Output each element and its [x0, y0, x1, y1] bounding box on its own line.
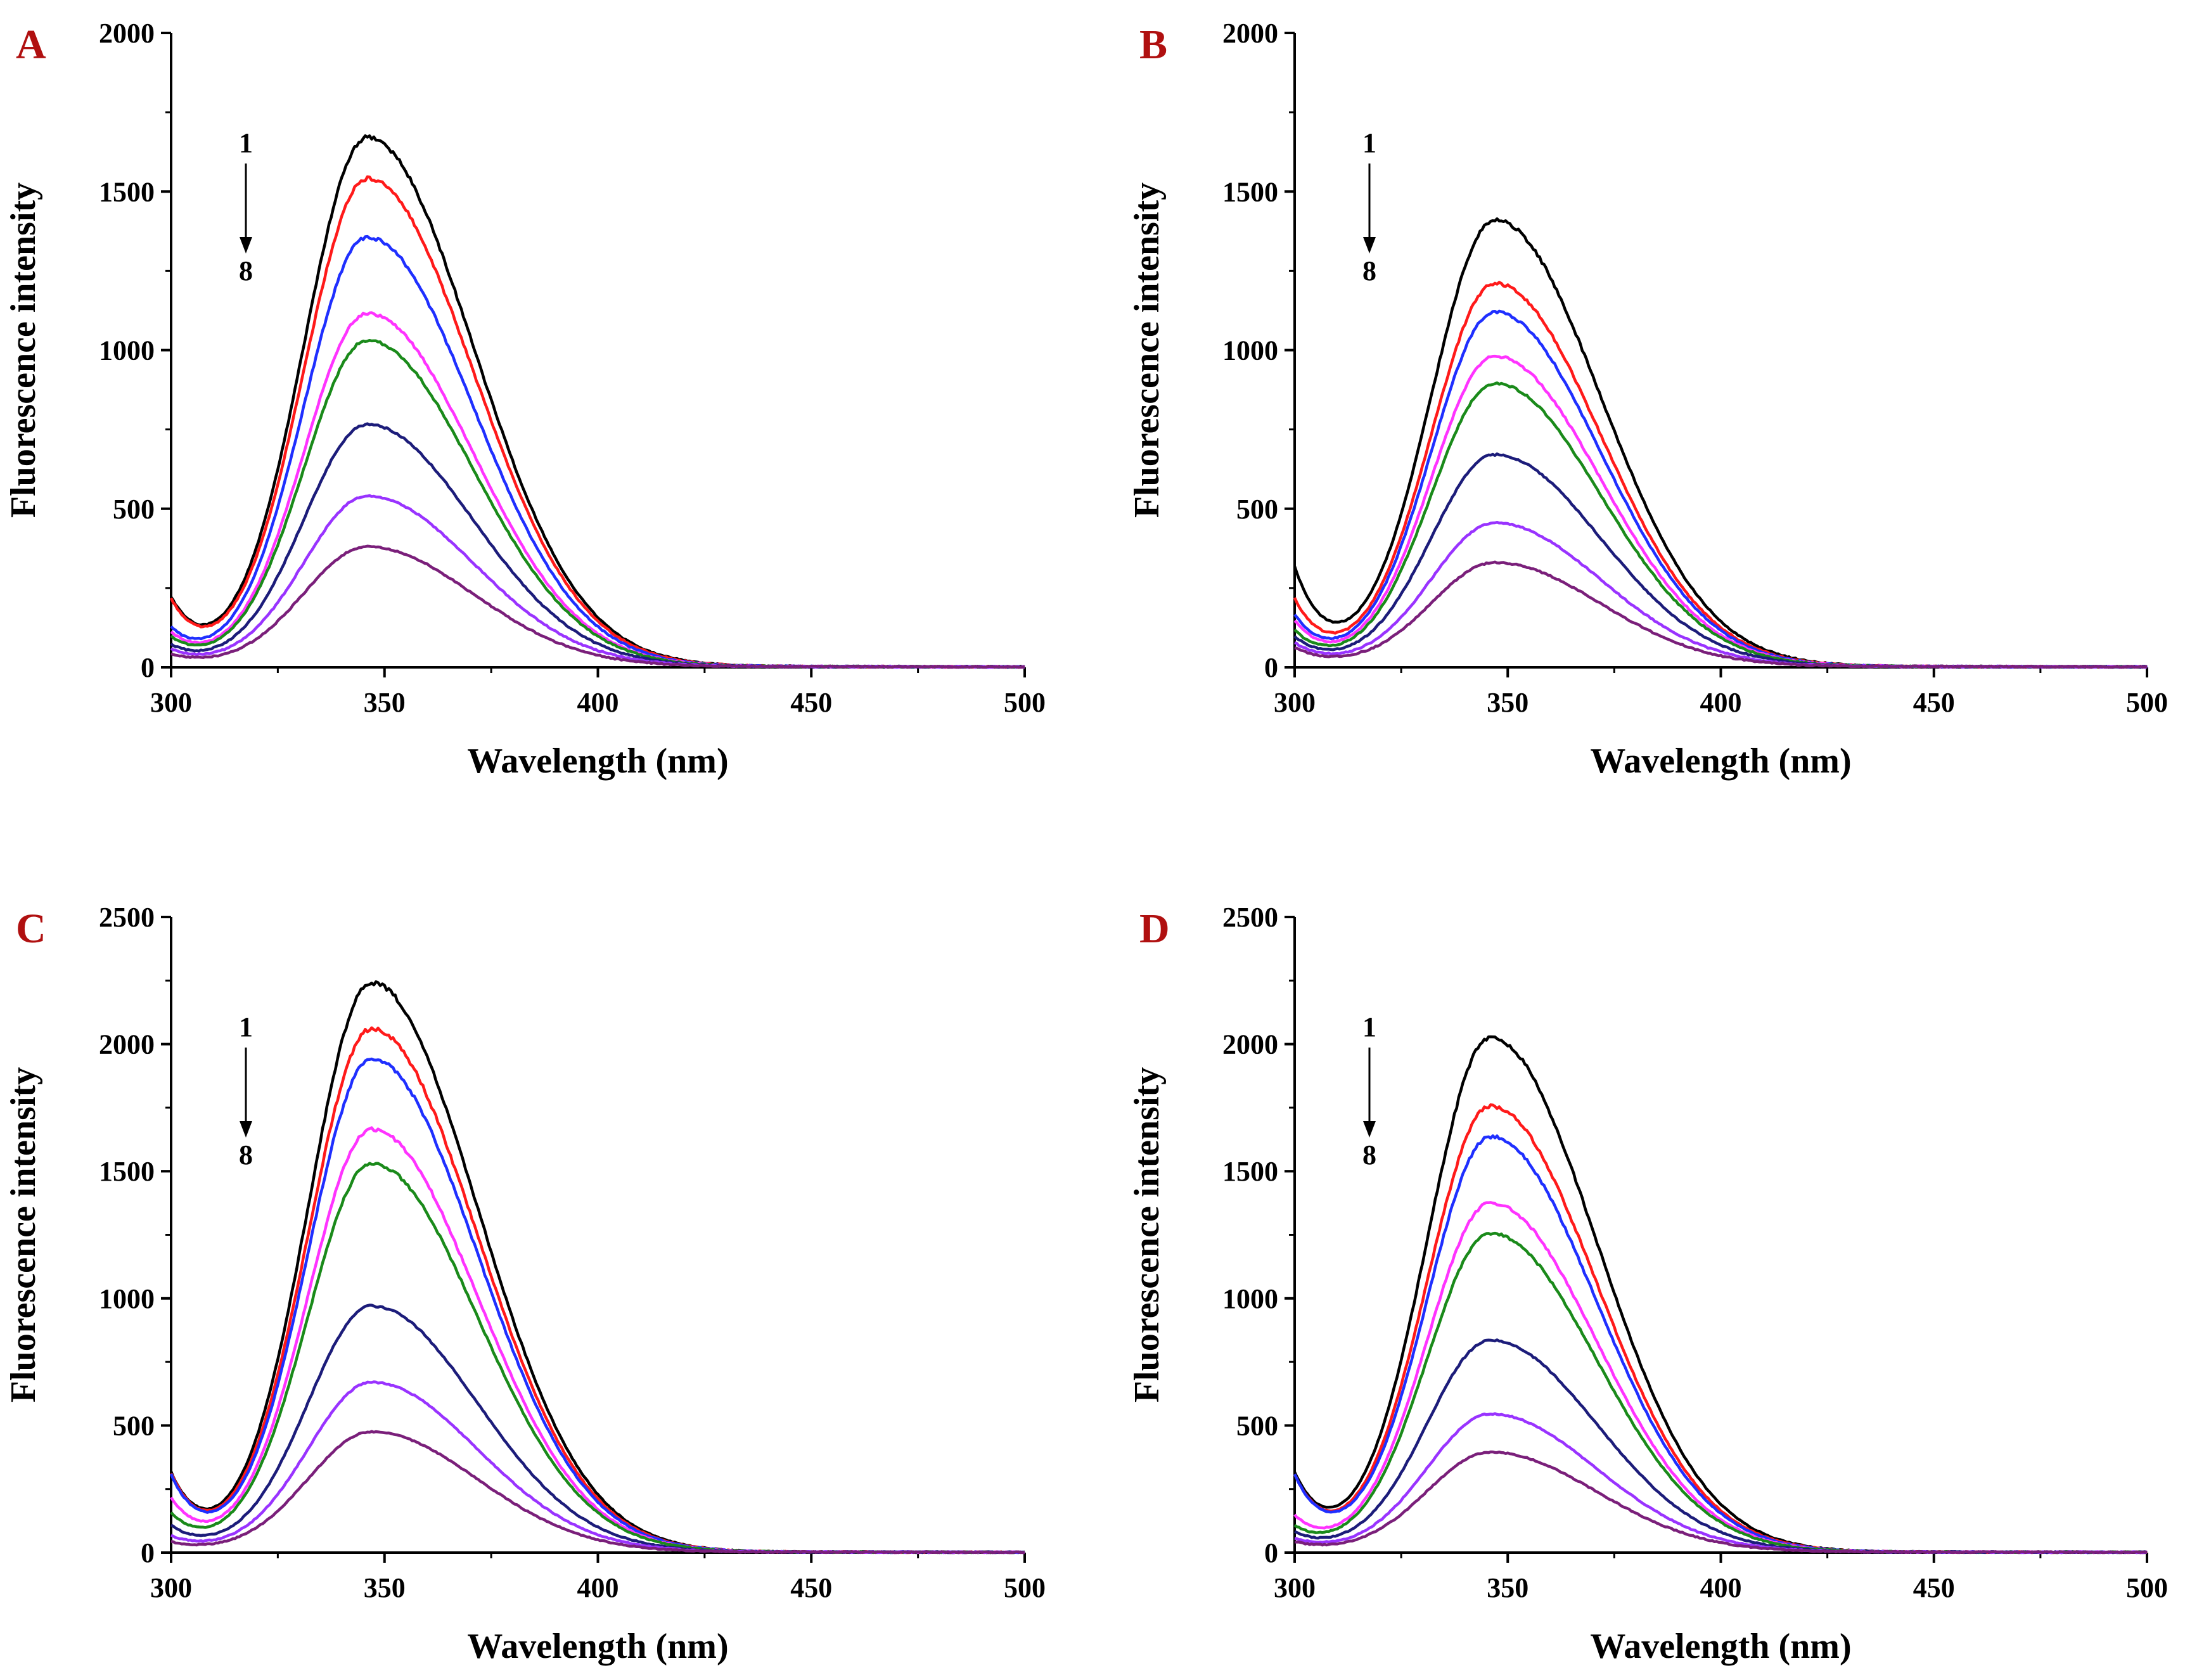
panel-letter: A	[16, 22, 46, 68]
y-tick-label: 1500	[1222, 1156, 1278, 1187]
y-axis-label: Fluorescence intensity	[1127, 183, 1167, 518]
arrow-start-label: 1	[1362, 1011, 1376, 1042]
x-tick-label: 450	[1913, 1572, 1955, 1603]
panel-a: 300 350 400 450 500 0 500 1000 1500 2000 Wavelengt…	[4, 18, 1046, 781]
x-tick-label: 350	[1487, 1572, 1528, 1603]
x-tick-label: 450	[790, 687, 832, 718]
series-line-1	[169, 980, 1025, 1555]
y-tick-label: 1500	[99, 176, 155, 207]
y-axis-label: Fluorescence intensity	[1127, 1067, 1167, 1402]
x-tick-label: 500	[2126, 1572, 2168, 1603]
y-tick-label: 500	[113, 1410, 155, 1441]
y-tick-label: 1000	[99, 1283, 155, 1314]
series-line-2	[1293, 281, 2148, 669]
y-tick-label: 2500	[1222, 902, 1278, 933]
y-tick-label: 1000	[99, 335, 155, 366]
x-tick-label: 450	[790, 1572, 832, 1603]
arrow-start-label: 1	[239, 127, 253, 158]
y-tick-label: 1500	[1222, 176, 1278, 207]
series-line-3	[1293, 1134, 2148, 1555]
series-line-2	[1293, 1103, 2148, 1555]
series-line-8	[170, 544, 1025, 669]
series-line-8	[1294, 1450, 2148, 1555]
x-tick-label: 400	[577, 1572, 619, 1603]
series-line-1	[1293, 217, 2147, 669]
y-tick-label: 0	[141, 1537, 155, 1568]
y-tick-label: 0	[141, 652, 155, 683]
y-tick-label: 500	[1236, 1410, 1278, 1441]
y-tick-label: 2000	[1222, 1029, 1278, 1060]
x-axis-label: Wavelength (nm)	[467, 741, 728, 781]
x-tick-label: 350	[364, 687, 406, 718]
x-tick-label: 350	[364, 1572, 406, 1603]
y-axis-label: Fluorescence intensity	[4, 1067, 43, 1402]
arrow-head	[1363, 1121, 1376, 1138]
y-tick-label: 0	[1264, 1537, 1278, 1568]
x-tick-label: 350	[1487, 687, 1528, 718]
series-line-1	[170, 134, 1025, 669]
arrow-head	[240, 237, 252, 253]
series-line-6	[170, 1304, 1025, 1555]
series-line-7	[170, 494, 1025, 669]
x-axis-label: Wavelength (nm)	[1590, 1627, 1851, 1666]
arrow-end-label: 8	[1362, 1139, 1376, 1170]
panel-b: 300 350 400 450 500 0 500 1000 1500 2000 Wavelengt…	[1127, 18, 2168, 781]
series-line-3	[169, 1057, 1025, 1555]
arrow-start-label: 1	[239, 1011, 253, 1042]
panel-d: 300 350 400 450 500 0 500 1000 1500 2000 2500 Wavel…	[1127, 902, 2168, 1666]
y-tick-label: 1000	[1222, 1283, 1278, 1314]
arrow-head	[1363, 237, 1376, 253]
x-tick-label: 400	[1700, 687, 1742, 718]
arrow-end-label: 8	[239, 1139, 253, 1170]
y-tick-label: 500	[113, 494, 155, 525]
arrow-end-label: 8	[1362, 255, 1376, 286]
panel-letter: C	[16, 906, 46, 952]
y-tick-label: 0	[1264, 652, 1278, 683]
series-line-8	[170, 1430, 1025, 1555]
x-tick-label: 400	[577, 687, 619, 718]
x-tick-label: 300	[150, 1572, 192, 1603]
arrow-head	[240, 1121, 252, 1138]
x-tick-label: 300	[150, 687, 192, 718]
x-tick-label: 400	[1700, 1572, 1742, 1603]
series-line-3	[170, 234, 1025, 669]
panel-letter: D	[1139, 906, 1170, 952]
arrow-end-label: 8	[239, 255, 253, 286]
x-tick-label: 300	[1274, 687, 1316, 718]
arrow-start-label: 1	[1362, 127, 1376, 158]
series-line-4	[1293, 1201, 2148, 1555]
x-tick-label: 500	[2126, 687, 2168, 718]
panel-c: 300 350 400 450 500 0 500 1000 1500 2000 2500 Wavel…	[4, 902, 1046, 1666]
y-tick-label: 1500	[99, 1156, 155, 1187]
x-tick-label: 500	[1004, 1572, 1046, 1603]
y-tick-label: 2000	[1222, 18, 1278, 49]
x-tick-label: 450	[1913, 687, 1955, 718]
y-axis-label: Fluorescence intensity	[4, 183, 43, 518]
x-tick-label: 300	[1274, 1572, 1316, 1603]
y-tick-label: 1000	[1222, 335, 1278, 366]
y-tick-label: 2500	[99, 902, 155, 933]
x-axis-label: Wavelength (nm)	[467, 1627, 728, 1666]
x-axis-label: Wavelength (nm)	[1590, 741, 1851, 781]
series-line-5	[1293, 381, 2148, 669]
series-line-6	[170, 422, 1025, 669]
x-tick-label: 500	[1004, 687, 1046, 718]
series-line-8	[1294, 560, 2148, 669]
series-line-3	[1293, 309, 2148, 669]
y-tick-label: 500	[1236, 494, 1278, 525]
panel-letter: B	[1139, 22, 1167, 68]
y-tick-label: 2000	[99, 1029, 155, 1060]
y-tick-label: 2000	[99, 18, 155, 49]
